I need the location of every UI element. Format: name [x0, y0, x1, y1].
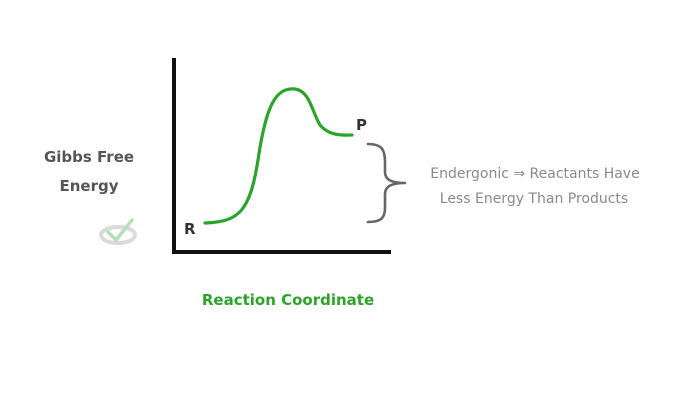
x-axis-title: Reaction Coordinate [202, 291, 374, 309]
annotation-line-1: Endergonic ⇒ Reactants Have [430, 166, 639, 182]
product-label: P [356, 116, 367, 134]
check-swirl-logo-icon [99, 218, 137, 245]
y-axis-title-line2: Energy [59, 177, 118, 195]
y-axis-title: Gibbs Free [44, 148, 134, 166]
energy-difference-brace [366, 142, 407, 224]
reactant-label: R [184, 220, 196, 238]
annotation-line-2: Less Energy Than Products [440, 191, 628, 207]
reaction-curve [203, 87, 354, 225]
